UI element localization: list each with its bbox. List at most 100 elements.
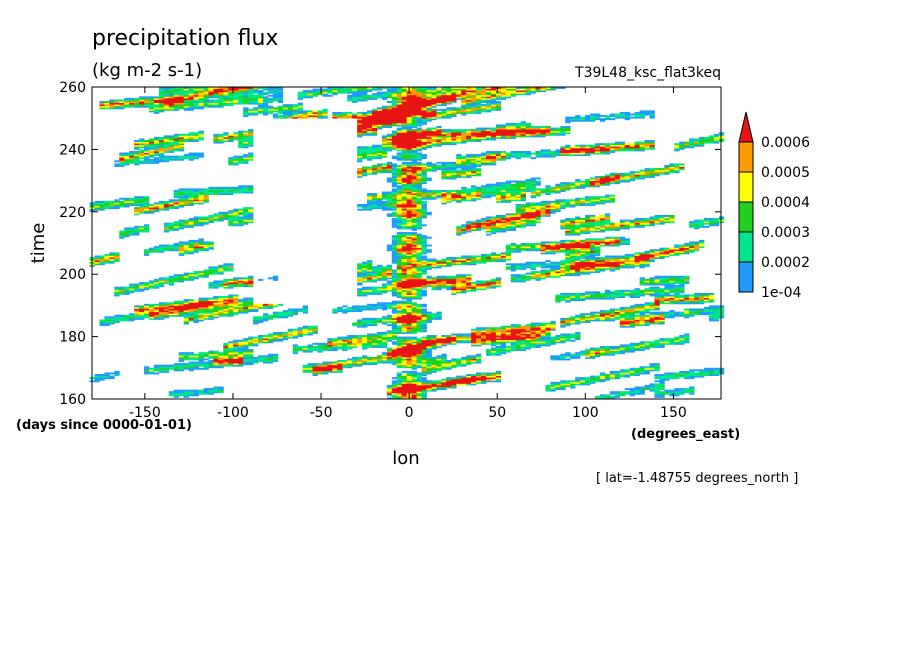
heatmap-cell (307, 328, 313, 331)
heatmap-cell (451, 97, 457, 100)
heatmap-cell (203, 299, 209, 302)
heatmap-cell (406, 378, 412, 381)
heatmap-cell (153, 364, 160, 367)
heatmap-cell (456, 260, 462, 263)
heatmap-cell (406, 210, 412, 213)
heatmap-cell (109, 204, 115, 206)
heatmap-cell (168, 314, 175, 317)
heatmap-cell (213, 388, 219, 391)
heatmap-cell (441, 378, 447, 381)
heatmap-cell (441, 364, 447, 367)
heatmap-cell (223, 363, 229, 366)
heatmap-cell (436, 166, 442, 169)
heatmap-cell (248, 349, 254, 352)
heatmap-cell (312, 345, 318, 348)
heatmap-cell (406, 168, 412, 171)
heatmap-cell (406, 165, 412, 167)
heatmap-cell (416, 222, 422, 225)
heatmap-cell (401, 264, 408, 267)
heatmap-cell (362, 208, 368, 211)
heatmap-cell (362, 204, 368, 206)
heatmap-cell (139, 202, 145, 205)
heatmap-cell (401, 311, 408, 314)
heatmap-cell (391, 252, 398, 255)
heatmap-cell (431, 381, 437, 384)
heatmap-cell (312, 374, 318, 376)
heatmap-cell (416, 188, 422, 191)
heatmap-cell (243, 310, 249, 313)
heatmap-cell (362, 325, 368, 328)
heatmap-cell (287, 335, 294, 337)
heatmap-cell (421, 121, 427, 124)
heatmap-cell (391, 193, 398, 196)
heatmap-cell (391, 341, 398, 344)
heatmap-cell (396, 288, 403, 291)
heatmap-cell (406, 288, 412, 291)
heatmap-cell (153, 143, 160, 146)
heatmap-cell (446, 199, 452, 202)
heatmap-cell (139, 160, 145, 163)
heatmap-cell (173, 221, 180, 224)
heatmap-cell (396, 93, 403, 96)
heatmap-cell (386, 105, 393, 108)
heatmap-cell (391, 358, 398, 361)
heatmap-cell (188, 219, 194, 222)
heatmap-cell (401, 127, 408, 130)
heatmap-cell (446, 172, 452, 175)
heatmap-cell (357, 90, 363, 93)
heatmap-cell (411, 358, 417, 361)
heatmap-cell (218, 361, 224, 364)
heatmap-cell (396, 143, 403, 146)
heatmap-cell (253, 317, 259, 320)
heatmap-cell (451, 169, 457, 172)
heatmap-cell (153, 158, 160, 161)
heatmap-cell (401, 154, 408, 157)
heatmap-cell (198, 199, 204, 202)
heatmap-cell (208, 193, 214, 196)
heatmap-cell (183, 319, 189, 322)
heatmap-cell (446, 200, 452, 203)
heatmap-cell (144, 101, 150, 103)
heatmap-cell (119, 314, 125, 317)
heatmap-cell (381, 122, 388, 125)
heatmap-cell (396, 360, 403, 362)
heatmap-cell (114, 202, 120, 205)
heatmap-cell (456, 381, 462, 384)
heatmap-cell (188, 241, 194, 244)
heatmap-cell (396, 197, 403, 200)
heatmap-cell (401, 291, 408, 294)
heatmap-cell (238, 355, 244, 358)
heatmap-cell (396, 218, 403, 220)
heatmap-cell (282, 108, 289, 111)
heatmap-cell (421, 196, 427, 199)
heatmap-cell (129, 232, 135, 235)
heatmap-cell (441, 165, 447, 167)
heatmap-cell (104, 372, 110, 375)
heatmap-cell (436, 278, 442, 281)
heatmap-cell (431, 140, 437, 142)
heatmap-cell (411, 288, 417, 291)
heatmap-cell (411, 272, 417, 275)
heatmap-cell (391, 110, 398, 113)
heatmap-cell (367, 199, 373, 202)
heatmap-cell (421, 141, 427, 144)
heatmap-cell (391, 88, 398, 91)
heatmap-cell (391, 243, 398, 245)
heatmap-cell (396, 305, 403, 308)
heatmap-cell (119, 158, 125, 161)
heatmap-cell (416, 105, 422, 108)
heatmap-cell (376, 202, 383, 205)
heatmap-cell (372, 333, 378, 336)
heatmap-cell (421, 397, 427, 400)
heatmap-cell (188, 314, 194, 317)
heatmap-cell (431, 141, 437, 144)
heatmap-cell (376, 341, 383, 344)
heatmap-cell (401, 102, 408, 105)
heatmap-cell (391, 191, 398, 194)
heatmap-cell (208, 91, 214, 94)
heatmap-cell (233, 213, 239, 216)
heatmap-cell (218, 214, 224, 217)
heatmap-cell (416, 189, 422, 192)
heatmap-cell (188, 158, 194, 161)
heatmap-cell (376, 339, 383, 342)
